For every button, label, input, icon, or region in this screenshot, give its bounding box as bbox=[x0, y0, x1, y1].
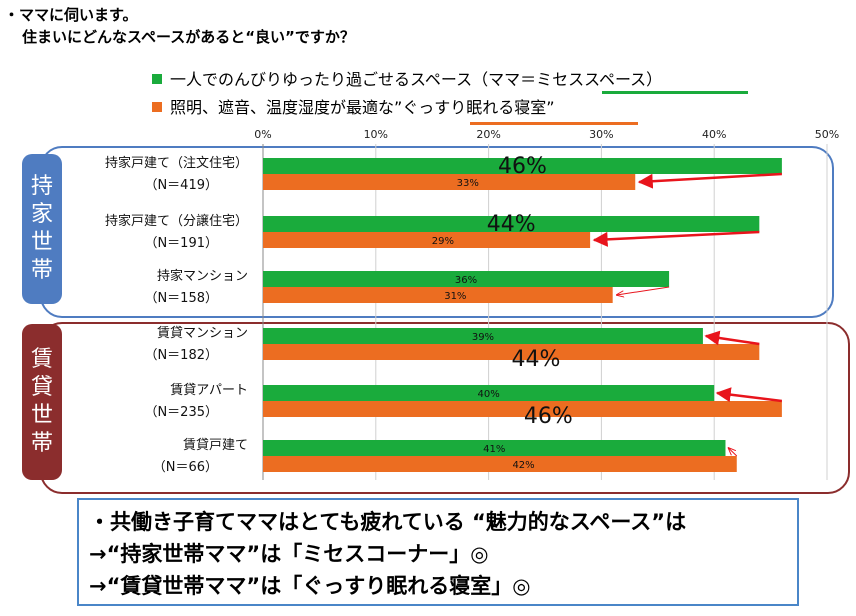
bar-series1 bbox=[263, 385, 715, 401]
bar-series1 bbox=[263, 158, 782, 174]
x-tick-label: 50% bbox=[815, 128, 839, 141]
bar-series1 bbox=[263, 216, 760, 232]
data-label-series1: 46% bbox=[498, 154, 547, 179]
data-label-series1: 40% bbox=[477, 389, 499, 400]
question-line-1: ・ママに伺います。 bbox=[4, 6, 138, 24]
group-char: 帯 bbox=[30, 431, 53, 456]
group-tab-rented: 賃貸世帯 bbox=[22, 324, 62, 480]
legend-underline-orange bbox=[470, 122, 638, 125]
data-label-series2: 44% bbox=[512, 347, 561, 372]
x-tick-label: 0% bbox=[254, 128, 271, 141]
comparison-arrow bbox=[592, 230, 760, 247]
comparison-arrow bbox=[637, 172, 782, 189]
category-label: 賃貸マンション bbox=[157, 325, 248, 341]
group-char: 持 bbox=[30, 174, 53, 199]
comparison-arrow bbox=[715, 387, 783, 403]
data-label-series1: 41% bbox=[483, 444, 505, 455]
x-tick-label: 10% bbox=[364, 128, 388, 141]
comparison-arrow bbox=[728, 448, 738, 457]
note-line-1: ・共働き子育てママはとても疲れている “魅力的なスペース”は bbox=[89, 510, 687, 534]
bar-series2 bbox=[263, 174, 636, 190]
legend-label-1: 一人でのんびりゆったり過ごせるスペース（ママ＝ミセススペース） bbox=[170, 70, 663, 89]
category-label: 賃貸戸建て bbox=[183, 437, 248, 453]
x-tick-label: 40% bbox=[702, 128, 726, 141]
x-tick-label: 20% bbox=[476, 128, 500, 141]
category-label: 賃貸アパート bbox=[170, 382, 248, 398]
category-n-label: （N＝66） bbox=[153, 460, 218, 475]
note-line-3: →“賃貸世帯ママ”は「ぐっすり眠れる寝室」◎ bbox=[89, 574, 531, 598]
category-n-label: （N＝419） bbox=[144, 178, 218, 193]
bar-series2 bbox=[263, 287, 613, 303]
comparison-arrow bbox=[704, 330, 760, 346]
group-char: 家 bbox=[30, 202, 53, 227]
comparison-arrow bbox=[617, 286, 670, 295]
legend-swatch-green bbox=[152, 73, 162, 84]
bar-series1 bbox=[263, 271, 670, 287]
bar-chart: 0% 10% 20% 30% 40% 50% 持家戸建て（注文住宅） （N＝419） 46% 33… bbox=[105, 128, 839, 480]
bar-series2 bbox=[263, 456, 737, 472]
summary-notes: ・共働き子育てママはとても疲れている “魅力的なスペース”は →“持家世帯ママ”… bbox=[77, 498, 799, 606]
legend-underline-green bbox=[602, 91, 748, 94]
bar-series2 bbox=[263, 344, 760, 360]
data-label-series1: 39% bbox=[472, 332, 494, 343]
legend-swatch-orange bbox=[152, 101, 162, 112]
x-tick-label: 30% bbox=[589, 128, 613, 141]
data-label-series1: 36% bbox=[455, 275, 477, 286]
group-char: 世 bbox=[30, 230, 53, 255]
category-n-label: （N＝182） bbox=[144, 348, 218, 363]
legend-item-1: 一人でのんびりゆったり過ごせるスペース（ママ＝ミセススペース） bbox=[152, 70, 662, 90]
legend-item-2: 照明、遮音、温度湿度が最適な”ぐっすり眠れる寝室” bbox=[152, 98, 555, 118]
group-char: 賃 bbox=[30, 347, 53, 372]
data-label-series2: 42% bbox=[512, 460, 534, 471]
data-label-series2: 33% bbox=[457, 178, 479, 189]
data-label-series2: 31% bbox=[444, 291, 466, 302]
category-label: 持家戸建て（注文住宅） bbox=[105, 155, 248, 171]
note-line-2: →“持家世帯ママ”は「ミセスコーナー」◎ bbox=[89, 542, 489, 566]
bar-series2 bbox=[263, 232, 591, 248]
data-label-series2: 29% bbox=[432, 236, 454, 247]
bar-series1 bbox=[263, 328, 703, 344]
group-tab-owned: 持家世帯 bbox=[22, 154, 62, 304]
category-n-label: （N＝191） bbox=[144, 236, 218, 251]
category-label: 持家戸建て（分譲住宅） bbox=[105, 213, 248, 229]
category-n-label: （N＝158） bbox=[144, 291, 218, 306]
group-char: 貸 bbox=[30, 375, 53, 400]
legend-label-2: 照明、遮音、温度湿度が最適な”ぐっすり眠れる寝室” bbox=[170, 98, 555, 117]
question-line-2: 住まいにどんなスペースがあると“良い”ですか？ bbox=[22, 28, 355, 46]
category-label: 持家マンション bbox=[157, 268, 248, 284]
bar-series2 bbox=[263, 401, 782, 417]
group-char: 帯 bbox=[30, 258, 53, 283]
data-label-series2: 46% bbox=[524, 404, 573, 429]
data-label-series1: 44% bbox=[487, 212, 536, 237]
bar-series1 bbox=[263, 440, 726, 456]
category-n-label: （N＝235） bbox=[144, 405, 218, 420]
group-char: 世 bbox=[30, 403, 53, 428]
